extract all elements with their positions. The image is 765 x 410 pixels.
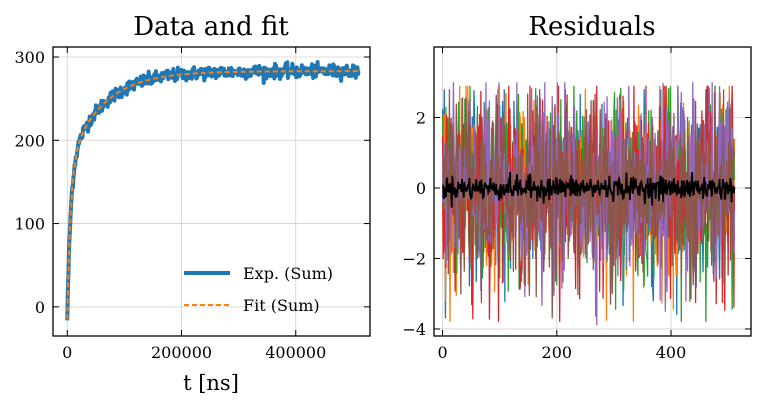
legend-label-fit: Fit (Sum) <box>243 296 320 315</box>
legend-label-exp: Exp. (Sum) <box>243 264 333 283</box>
x-tick-label: 400000 <box>265 343 326 362</box>
y-tick-label: 2 <box>416 108 426 127</box>
residual-mean <box>442 172 736 208</box>
y-tick-label: 0 <box>416 179 426 198</box>
x-tick-label: 0 <box>62 343 72 362</box>
left-ticks: 0 200000 400000 0 100 200 300 <box>14 47 370 362</box>
y-tick-label: 300 <box>14 48 45 67</box>
right-title: Residuals <box>528 12 655 42</box>
x-tick-label: 400 <box>656 343 687 362</box>
legend: Exp. (Sum) Fit (Sum) <box>184 264 333 315</box>
y-tick-label: 0 <box>35 298 45 317</box>
residuals-panel: 0 200 400 −4 −2 0 2 Residuals <box>402 12 752 362</box>
left-plot-area <box>65 59 361 321</box>
series-fit-sum <box>66 70 359 320</box>
left-title: Data and fit <box>133 12 289 42</box>
y-tick-label: −4 <box>402 320 426 339</box>
x-tick-label: 0 <box>437 343 447 362</box>
left-axes-frame <box>52 46 371 337</box>
left-xlabel: t [ns] <box>183 371 239 395</box>
y-tick-label: 100 <box>14 215 45 234</box>
right-axes-frame <box>433 46 752 337</box>
data-and-fit-panel: 0 200000 400000 0 100 200 300 Data and fit t [… <box>14 12 371 395</box>
y-tick-label: −2 <box>402 249 426 268</box>
x-tick-label: 200 <box>542 343 573 362</box>
right-ticks: 0 200 400 −4 −2 0 2 <box>402 47 751 362</box>
x-tick-label: 200000 <box>151 343 212 362</box>
left-grid <box>53 47 370 336</box>
y-tick-label: 200 <box>14 131 45 150</box>
right-plot-area <box>441 82 736 326</box>
